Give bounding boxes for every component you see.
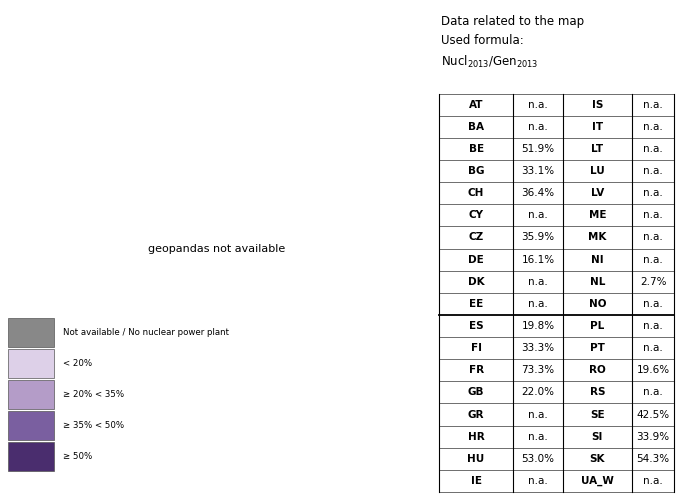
Text: LT: LT (592, 144, 603, 154)
Text: EE: EE (469, 299, 483, 309)
Text: UA_W: UA_W (581, 476, 614, 486)
Text: 42.5%: 42.5% (636, 410, 670, 419)
Text: n.a.: n.a. (528, 410, 548, 419)
Text: ≥ 20% < 35%: ≥ 20% < 35% (63, 390, 124, 399)
Text: PT: PT (590, 343, 605, 353)
Text: NO: NO (589, 299, 606, 309)
Text: n.a.: n.a. (643, 476, 663, 486)
Text: n.a.: n.a. (643, 210, 663, 220)
Text: IT: IT (592, 122, 603, 132)
Text: IS: IS (592, 99, 603, 109)
Text: n.a.: n.a. (643, 254, 663, 264)
Text: n.a.: n.a. (643, 299, 663, 309)
Text: BG: BG (468, 166, 484, 176)
Bar (7, 442, 54, 471)
Text: 33.3%: 33.3% (522, 343, 555, 353)
Text: 51.9%: 51.9% (522, 144, 555, 154)
Bar (7, 349, 54, 378)
Text: 53.0%: 53.0% (522, 454, 554, 464)
Text: n.a.: n.a. (528, 122, 548, 132)
Text: GR: GR (468, 410, 484, 419)
Text: n.a.: n.a. (643, 343, 663, 353)
Text: geopandas not available: geopandas not available (148, 244, 285, 253)
Text: CZ: CZ (469, 233, 483, 243)
Text: 16.1%: 16.1% (522, 254, 555, 264)
Text: n.a.: n.a. (643, 321, 663, 331)
Text: RS: RS (590, 388, 605, 398)
Text: BA: BA (468, 122, 484, 132)
Text: 33.9%: 33.9% (636, 432, 670, 442)
Text: LV: LV (591, 188, 604, 198)
Text: Not available / No nuclear power plant: Not available / No nuclear power plant (63, 328, 229, 337)
Text: FI: FI (471, 343, 481, 353)
Text: HU: HU (468, 454, 485, 464)
Text: n.a.: n.a. (643, 144, 663, 154)
Text: < 20%: < 20% (63, 359, 92, 368)
Text: NI: NI (591, 254, 604, 264)
Text: BE: BE (469, 144, 483, 154)
Text: n.a.: n.a. (643, 166, 663, 176)
Text: IE: IE (471, 476, 481, 486)
Text: 2.7%: 2.7% (640, 277, 666, 287)
Text: ≥ 50%: ≥ 50% (63, 452, 92, 461)
Text: ES: ES (469, 321, 483, 331)
Text: n.a.: n.a. (643, 233, 663, 243)
Text: GB: GB (468, 388, 484, 398)
Text: Data related to the map: Data related to the map (441, 15, 585, 28)
Bar (7, 380, 54, 409)
Text: n.a.: n.a. (643, 99, 663, 109)
Text: n.a.: n.a. (528, 299, 548, 309)
Text: PL: PL (590, 321, 605, 331)
Text: n.a.: n.a. (528, 476, 548, 486)
Text: ME: ME (589, 210, 606, 220)
Text: n.a.: n.a. (643, 188, 663, 198)
Text: DK: DK (468, 277, 484, 287)
Bar (7, 319, 54, 347)
Text: CH: CH (468, 188, 484, 198)
Text: n.a.: n.a. (528, 210, 548, 220)
Text: ≥ 35% < 50%: ≥ 35% < 50% (63, 421, 124, 430)
Text: n.a.: n.a. (528, 432, 548, 442)
Text: n.a.: n.a. (643, 122, 663, 132)
Text: AT: AT (469, 99, 483, 109)
Text: 73.3%: 73.3% (522, 365, 555, 375)
Text: DE: DE (469, 254, 484, 264)
Text: SK: SK (590, 454, 605, 464)
Text: 19.8%: 19.8% (522, 321, 555, 331)
Text: HR: HR (468, 432, 484, 442)
Text: SI: SI (592, 432, 603, 442)
Text: Used formula:: Used formula: (441, 34, 524, 48)
Text: 22.0%: 22.0% (522, 388, 554, 398)
Text: 54.3%: 54.3% (636, 454, 670, 464)
Text: MK: MK (588, 233, 607, 243)
Text: CY: CY (469, 210, 483, 220)
Text: 19.6%: 19.6% (636, 365, 670, 375)
Text: 33.1%: 33.1% (522, 166, 555, 176)
Text: SE: SE (590, 410, 605, 419)
Text: 35.9%: 35.9% (522, 233, 555, 243)
Text: n.a.: n.a. (528, 99, 548, 109)
Text: Nucl$_{2013}$/Gen$_{2013}$: Nucl$_{2013}$/Gen$_{2013}$ (441, 54, 539, 70)
Bar (7, 412, 54, 440)
Text: RO: RO (589, 365, 606, 375)
Text: 36.4%: 36.4% (522, 188, 555, 198)
Text: FR: FR (469, 365, 483, 375)
Text: n.a.: n.a. (528, 277, 548, 287)
Text: n.a.: n.a. (643, 388, 663, 398)
Text: LU: LU (590, 166, 605, 176)
Text: NL: NL (590, 277, 605, 287)
